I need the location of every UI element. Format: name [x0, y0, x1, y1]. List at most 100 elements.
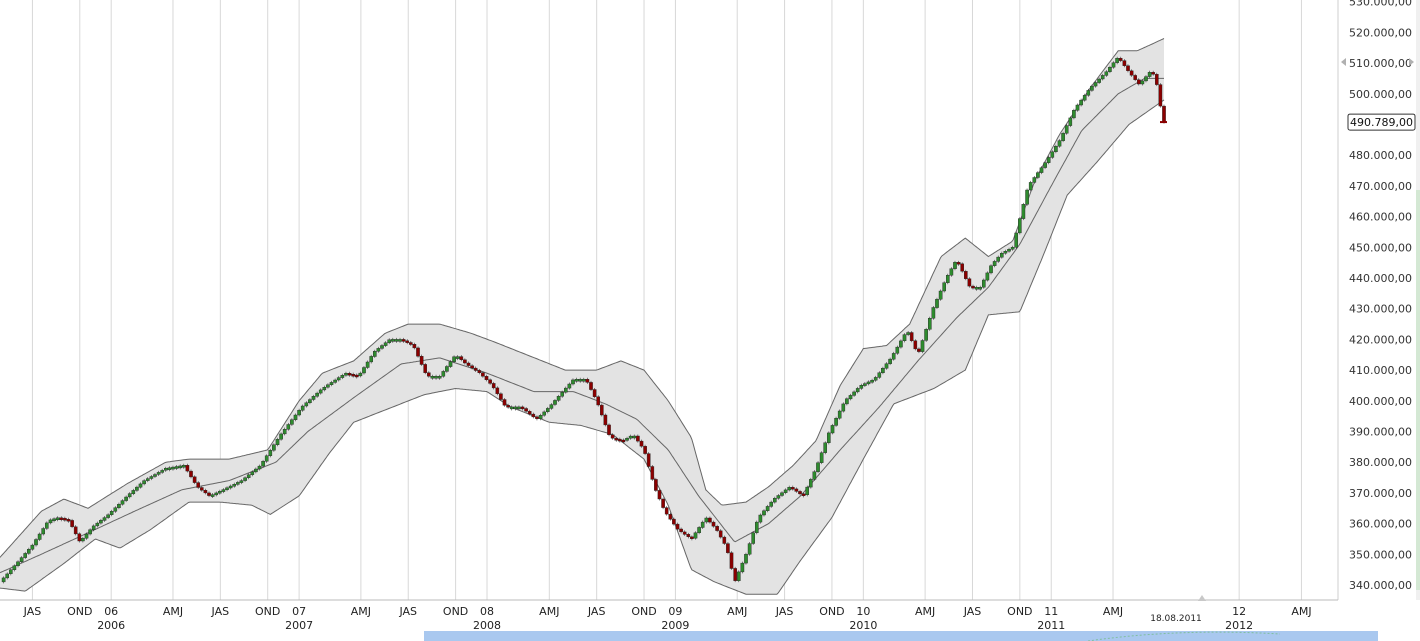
candle: [45, 521, 49, 530]
candle: [275, 437, 280, 447]
candle-body: [373, 351, 377, 357]
candle-body: [120, 500, 125, 505]
candle-body: [8, 569, 13, 574]
candle-body: [1162, 105, 1166, 123]
candle: [762, 509, 766, 517]
candle-body: [203, 490, 208, 494]
candle: [816, 461, 820, 474]
candle: [628, 434, 633, 440]
candle: [535, 415, 539, 421]
candle-body: [636, 435, 640, 442]
candle-body: [928, 318, 932, 330]
candle: [1032, 175, 1037, 184]
y-tick-label: 340.000,00: [1349, 579, 1412, 592]
x-tick-label: AMJ: [351, 605, 371, 618]
candle-body: [127, 493, 132, 498]
candle: [614, 436, 618, 442]
candle: [365, 360, 370, 370]
candle-body: [1104, 71, 1109, 76]
candle: [855, 386, 860, 394]
candle: [646, 452, 651, 468]
candle: [5, 572, 9, 580]
candle: [409, 340, 413, 346]
candle-body: [632, 435, 637, 439]
candle: [1003, 249, 1008, 255]
scrollbar-thumb[interactable]: [424, 631, 1378, 641]
candle-body: [888, 358, 892, 364]
candle-body: [347, 373, 352, 376]
candle-body: [729, 552, 734, 569]
candle: [217, 489, 222, 495]
candle-body: [996, 256, 1000, 262]
candle-body: [232, 484, 237, 487]
candle-body: [1025, 189, 1029, 205]
candle-body: [340, 375, 345, 378]
candle: [1014, 231, 1018, 249]
candle: [48, 518, 53, 525]
candle-body: [427, 372, 431, 377]
candle-body: [1122, 60, 1127, 66]
candle: [19, 556, 24, 564]
candle-body: [434, 376, 438, 379]
candle-body: [383, 342, 388, 346]
candle-body: [261, 461, 265, 467]
candle: [95, 521, 100, 528]
candle: [524, 407, 528, 413]
candle: [37, 532, 42, 542]
candle-body: [257, 465, 262, 470]
year-label: 2010: [849, 619, 877, 632]
candle-body: [34, 539, 38, 546]
candle: [199, 486, 204, 492]
candle-body: [830, 425, 835, 434]
candle: [693, 531, 698, 540]
candle: [571, 378, 575, 386]
candle: [845, 397, 849, 406]
candle-body: [207, 492, 211, 496]
candle: [106, 513, 110, 520]
candle-body: [1036, 172, 1040, 178]
candle: [466, 361, 471, 368]
candle-body: [1140, 80, 1145, 85]
x-tick-label: 12: [1232, 605, 1246, 618]
candle: [956, 260, 961, 266]
candle-body: [405, 340, 410, 343]
candle-body: [1093, 82, 1098, 87]
candle: [589, 380, 593, 392]
last-value-label: 490.789,00: [1350, 116, 1413, 129]
candle: [142, 479, 146, 486]
candle: [257, 464, 262, 471]
scrollbar[interactable]: [424, 0, 1420, 641]
candle: [88, 528, 92, 536]
candle: [445, 365, 449, 373]
cursor-marker-icon: [1198, 595, 1206, 601]
candle: [16, 560, 20, 568]
candle: [156, 470, 161, 476]
candle-body: [91, 525, 96, 531]
candle-body: [823, 442, 827, 453]
candle: [441, 369, 446, 378]
candle-body: [625, 438, 629, 441]
candle-body: [376, 348, 381, 352]
candle: [1100, 73, 1105, 81]
x-tick-label: 06: [104, 605, 118, 618]
candle: [1126, 64, 1130, 73]
candle-body: [459, 356, 464, 361]
candle-body: [946, 275, 950, 283]
candle: [657, 488, 662, 501]
candle: [643, 444, 647, 456]
candle: [1036, 171, 1040, 179]
candle-body: [1144, 76, 1148, 82]
candle-body: [463, 359, 467, 364]
y-tick-label: 510.000,00: [1349, 57, 1412, 70]
candle: [81, 536, 85, 543]
candle: [1082, 93, 1087, 102]
candle: [318, 388, 323, 395]
candle-body: [160, 470, 165, 473]
candle: [1136, 78, 1141, 86]
candle: [30, 543, 35, 551]
candle: [499, 392, 503, 402]
y-tick-label: 460.000,00: [1349, 211, 1412, 224]
candle-body: [329, 382, 334, 385]
candle-body: [556, 396, 561, 401]
